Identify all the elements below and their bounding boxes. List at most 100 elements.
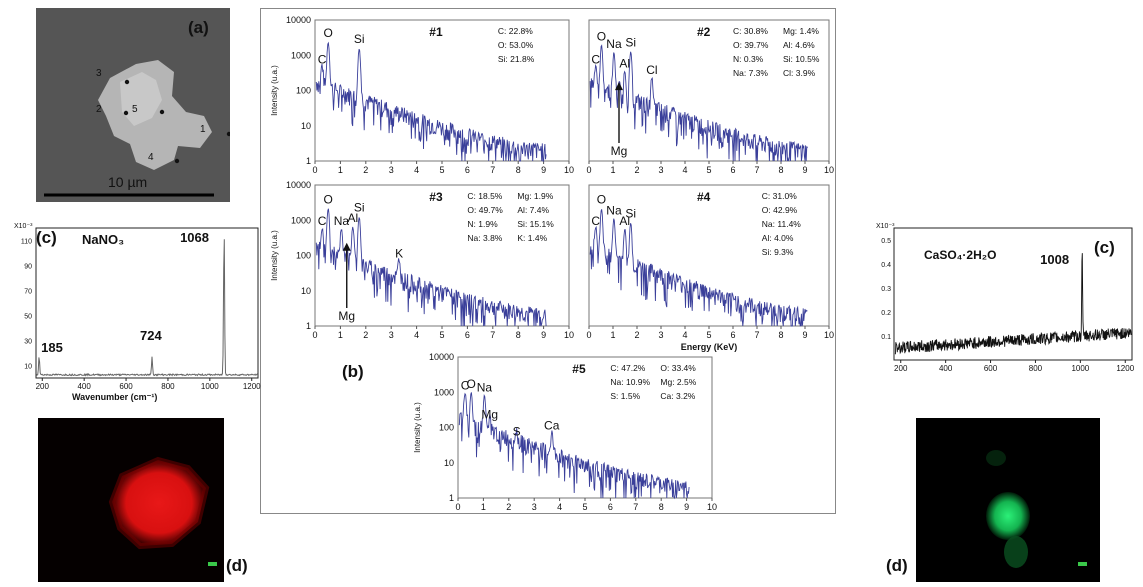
spectrum-id: #4 [697,190,711,204]
x-tick-label: 9 [802,165,807,175]
x-tick-label: 3 [389,165,394,175]
point-4-label: 4 [148,152,154,163]
x-tick-label: 0 [312,330,317,340]
sem-image [36,8,232,202]
y-tick-label: 100 [296,86,311,96]
peak-label: Na [606,37,622,51]
x-tick-label: 6 [465,165,470,175]
x-tick-label: 8 [659,502,664,512]
composition-text: O: 53.0% [498,40,534,50]
composition-text: C: 47.2% [610,363,645,373]
x-tick-label: 0 [586,165,591,175]
x-tick-label: 600 [119,382,133,391]
y-tick-label: 0.1 [881,334,891,341]
raman-map-right [916,418,1100,582]
x-tick-label: 1 [610,165,615,175]
x-tick-label: 1 [610,330,615,340]
x-tick-label: 4 [682,330,687,340]
y-tick-label: 30 [24,339,32,346]
x-tick-label: 3 [658,165,663,175]
composition-text: S: 1.5% [610,391,640,401]
y-tick-label: 10 [444,458,454,468]
composition-text: O: 33.4% [660,363,696,373]
x-axis-label: Energy (KeV) [681,342,738,352]
raman-map-left [38,418,224,582]
peak-label: Cl [646,63,657,77]
x-tick-label: 2 [363,330,368,340]
composition-text: O: 49.7% [467,205,503,215]
x-tick-label: 9 [541,165,546,175]
composition-text: Al: 7.4% [517,205,549,215]
x-tick-label: 1000 [201,382,219,391]
y-tick-label: 1000 [291,215,311,225]
composition-text: K: 1.4% [517,233,547,243]
y-axis-label: Intensity (u.a.) [270,65,279,116]
panel-d-left-label: (d) [226,556,248,575]
composition-text: O: 39.7% [733,40,769,50]
composition-text: O: 42.9% [762,205,798,215]
x-tick-label: 4 [557,502,562,512]
x-tick-label: 9 [802,330,807,340]
y-tick-label: 1 [449,493,454,503]
x-tick-label: 10 [564,165,574,175]
peak-label: 185 [41,340,63,355]
y-tick-label: 70 [24,289,32,296]
x-tick-label: 1000 [1071,364,1089,373]
raman-left-line [35,239,258,377]
y-axis-label: Intensity (u.a.) [413,402,422,453]
x-tick-label: 7 [633,502,638,512]
spectrum-id: #1 [429,25,443,39]
x-tick-label: 3 [532,502,537,512]
composition-text: C: 31.0% [762,191,797,201]
composition-text: Ca: 3.2% [660,391,695,401]
y-tick-label: 10 [24,364,32,371]
panel-a-label: (a) [188,18,209,37]
x-tick-label: 7 [490,330,495,340]
y-tick-label: 1000 [434,387,454,397]
x-tick-label: 5 [439,165,444,175]
composition-text: Mg: 1.9% [517,191,553,201]
raman-left-xlabel: Wavenumber (cm⁻¹) [72,392,158,402]
x-tick-label: 10 [824,165,834,175]
x-tick-label: 4 [682,165,687,175]
point-1-label: 1 [200,124,206,135]
peak-label: Na [334,214,350,228]
raman-right-line [894,253,1132,355]
peak-label: 1008 [1040,252,1069,267]
x-tick-label: 9 [541,330,546,340]
x-tick-label: 1 [338,330,343,340]
x-tick-label: 9 [684,502,689,512]
x-tick-label: 200 [894,364,908,373]
x-tick-label: 6 [730,330,735,340]
composition-text: Na: 10.9% [610,377,650,387]
y-tick-label: 1 [306,156,311,166]
y-tick-label: 10000 [286,15,311,25]
x-tick-label: 7 [754,165,759,175]
panel-b-label: (b) [342,362,364,381]
x-tick-label: 2 [634,330,639,340]
peak-label: C [461,379,470,393]
x-tick-label: 600 [984,364,998,373]
x-tick-label: 5 [706,165,711,175]
x-tick-label: 2 [363,165,368,175]
point-3-label: 3 [96,68,102,79]
y-tick-label: 90 [24,264,32,271]
raman-left-label: (c) [36,228,57,247]
raman-right-compound: CaSO₄·2H₂O [924,248,997,262]
panel-b-frame [260,8,836,514]
peak-label: 724 [140,328,162,343]
mg-arrow-head [342,242,351,251]
composition-text: N: 1.9% [467,219,498,229]
peak-label: Si [354,32,365,46]
x-tick-label: 0 [312,165,317,175]
x-tick-label: 8 [778,330,783,340]
x-tick-label: 10 [824,330,834,340]
composition-text: C: 18.5% [467,191,502,201]
composition-text: Si: 15.1% [517,219,554,229]
x-tick-label: 4 [414,330,419,340]
x-tick-label: 10 [707,502,717,512]
x-tick-label: 3 [389,330,394,340]
x-tick-label: 200 [36,382,50,391]
peak-label: S [513,425,521,439]
x-tick-label: 3 [658,330,663,340]
